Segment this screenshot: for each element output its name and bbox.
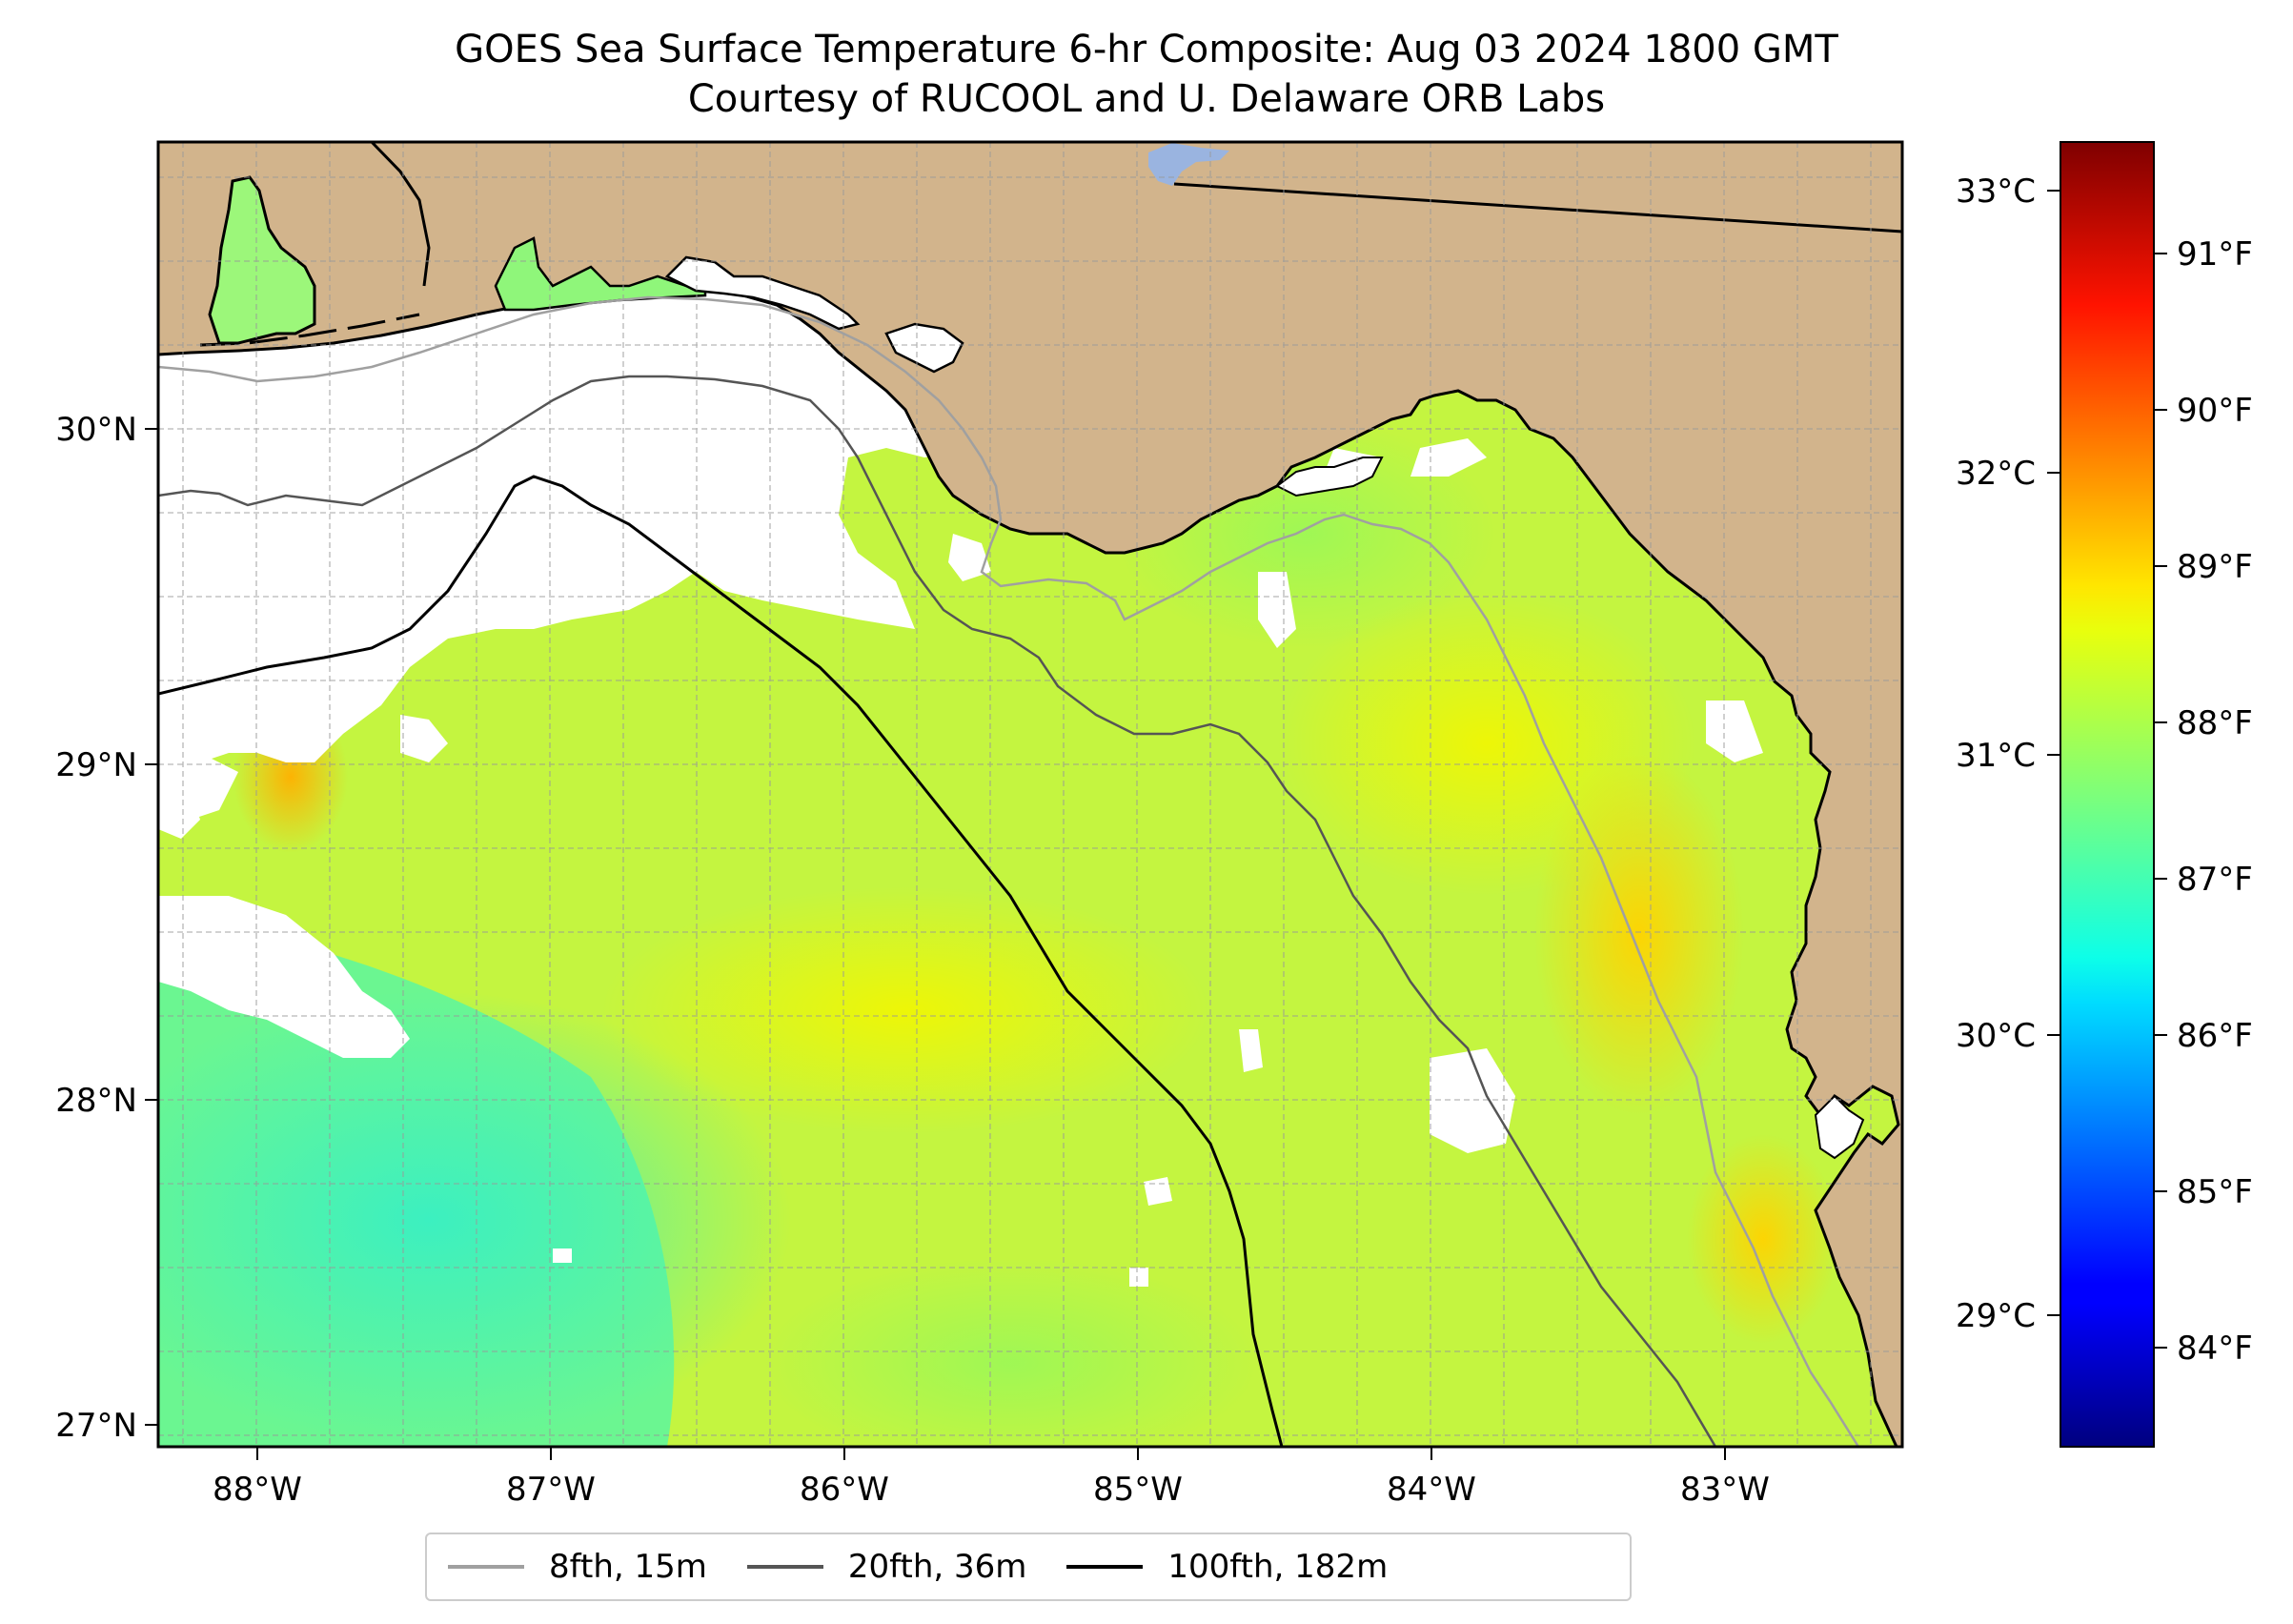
lat-label: 29°N	[55, 746, 137, 784]
legend-label: 100fth, 182m	[1167, 1548, 1389, 1586]
colorbar	[2060, 141, 2155, 1448]
celsius-label: 29°C	[1956, 1297, 2036, 1335]
chart-title: GOES Sea Surface Temperature 6-hr Compos…	[455, 28, 1838, 71]
legend: 8fth, 15m 20fth, 36m 100fth, 182m	[425, 1533, 1632, 1601]
fahrenheit-label: 91°F	[2177, 235, 2253, 274]
fahrenheit-label: 85°F	[2177, 1173, 2253, 1211]
celsius-labels: 33°C 32°C 31°C 30°C 29°C	[1956, 173, 2036, 1335]
legend-label: 8fth, 15m	[549, 1548, 707, 1586]
isobath-100fth	[158, 475, 1284, 1447]
fahrenheit-label: 90°F	[2177, 392, 2253, 430]
lat-labels: 30°N 29°N 28°N 27°N	[55, 411, 137, 1445]
gridlines	[158, 142, 1902, 1447]
lon-label: 86°W	[800, 1471, 889, 1509]
legend-item-100fth: 100fth, 182m	[1066, 1548, 1388, 1586]
lon-label: 88°W	[213, 1471, 302, 1509]
lon-label: 87°W	[506, 1471, 596, 1509]
legend-swatch	[448, 1565, 524, 1569]
fahrenheit-label: 88°F	[2177, 704, 2253, 742]
fahrenheit-label: 84°F	[2177, 1330, 2253, 1368]
cloud-mask	[158, 255, 1763, 1287]
fahrenheit-label: 87°F	[2177, 861, 2253, 899]
fahrenheit-label: 86°F	[2177, 1017, 2253, 1055]
green-patch	[762, 1258, 1258, 1447]
fahrenheit-labels: 91°F 90°F 89°F 88°F 87°F 86°F 85°F 84°F	[2177, 235, 2253, 1368]
fahrenheit-label: 89°F	[2177, 548, 2253, 586]
celsius-label: 30°C	[1956, 1017, 2036, 1055]
lat-label: 27°N	[55, 1407, 137, 1445]
map-frame	[156, 140, 1904, 1449]
legend-item-20fth: 20fth, 36m	[746, 1548, 1027, 1586]
lat-ticks	[145, 428, 158, 1426]
warm-east-core	[1534, 753, 1744, 1115]
legend-swatch	[1066, 1565, 1144, 1569]
fahrenheit-ticks	[2154, 253, 2167, 1349]
cool-core	[158, 991, 791, 1447]
legend-swatch	[746, 1565, 823, 1569]
warm-southeast	[1687, 1134, 1839, 1344]
isobath-8fth	[158, 295, 1860, 1447]
celsius-ticks	[2047, 190, 2060, 1316]
lon-label: 85°W	[1093, 1471, 1183, 1509]
legend-item-8fth: 8fth, 15m	[448, 1548, 707, 1586]
legend-label: 20fth, 36m	[847, 1548, 1027, 1586]
isobath-20fth	[158, 375, 1717, 1447]
lon-label: 83°W	[1680, 1471, 1770, 1509]
lon-label: 84°W	[1387, 1471, 1476, 1509]
celsius-label: 31°C	[1956, 737, 2036, 775]
isobaths	[158, 295, 1860, 1447]
lat-label: 30°N	[55, 411, 137, 449]
lon-ticks	[256, 1447, 1726, 1460]
map-area	[158, 142, 1902, 1447]
lon-labels: 88°W 87°W 86°W 85°W 84°W 83°W	[213, 1471, 1770, 1509]
chart-subtitle: Courtesy of RUCOOL and U. Delaware ORB L…	[687, 77, 1606, 121]
land-mass	[158, 142, 1902, 1447]
celsius-label: 32°C	[1956, 455, 2036, 493]
celsius-label: 33°C	[1956, 173, 2036, 211]
lat-label: 28°N	[55, 1082, 137, 1120]
warm-central	[600, 886, 1210, 1134]
